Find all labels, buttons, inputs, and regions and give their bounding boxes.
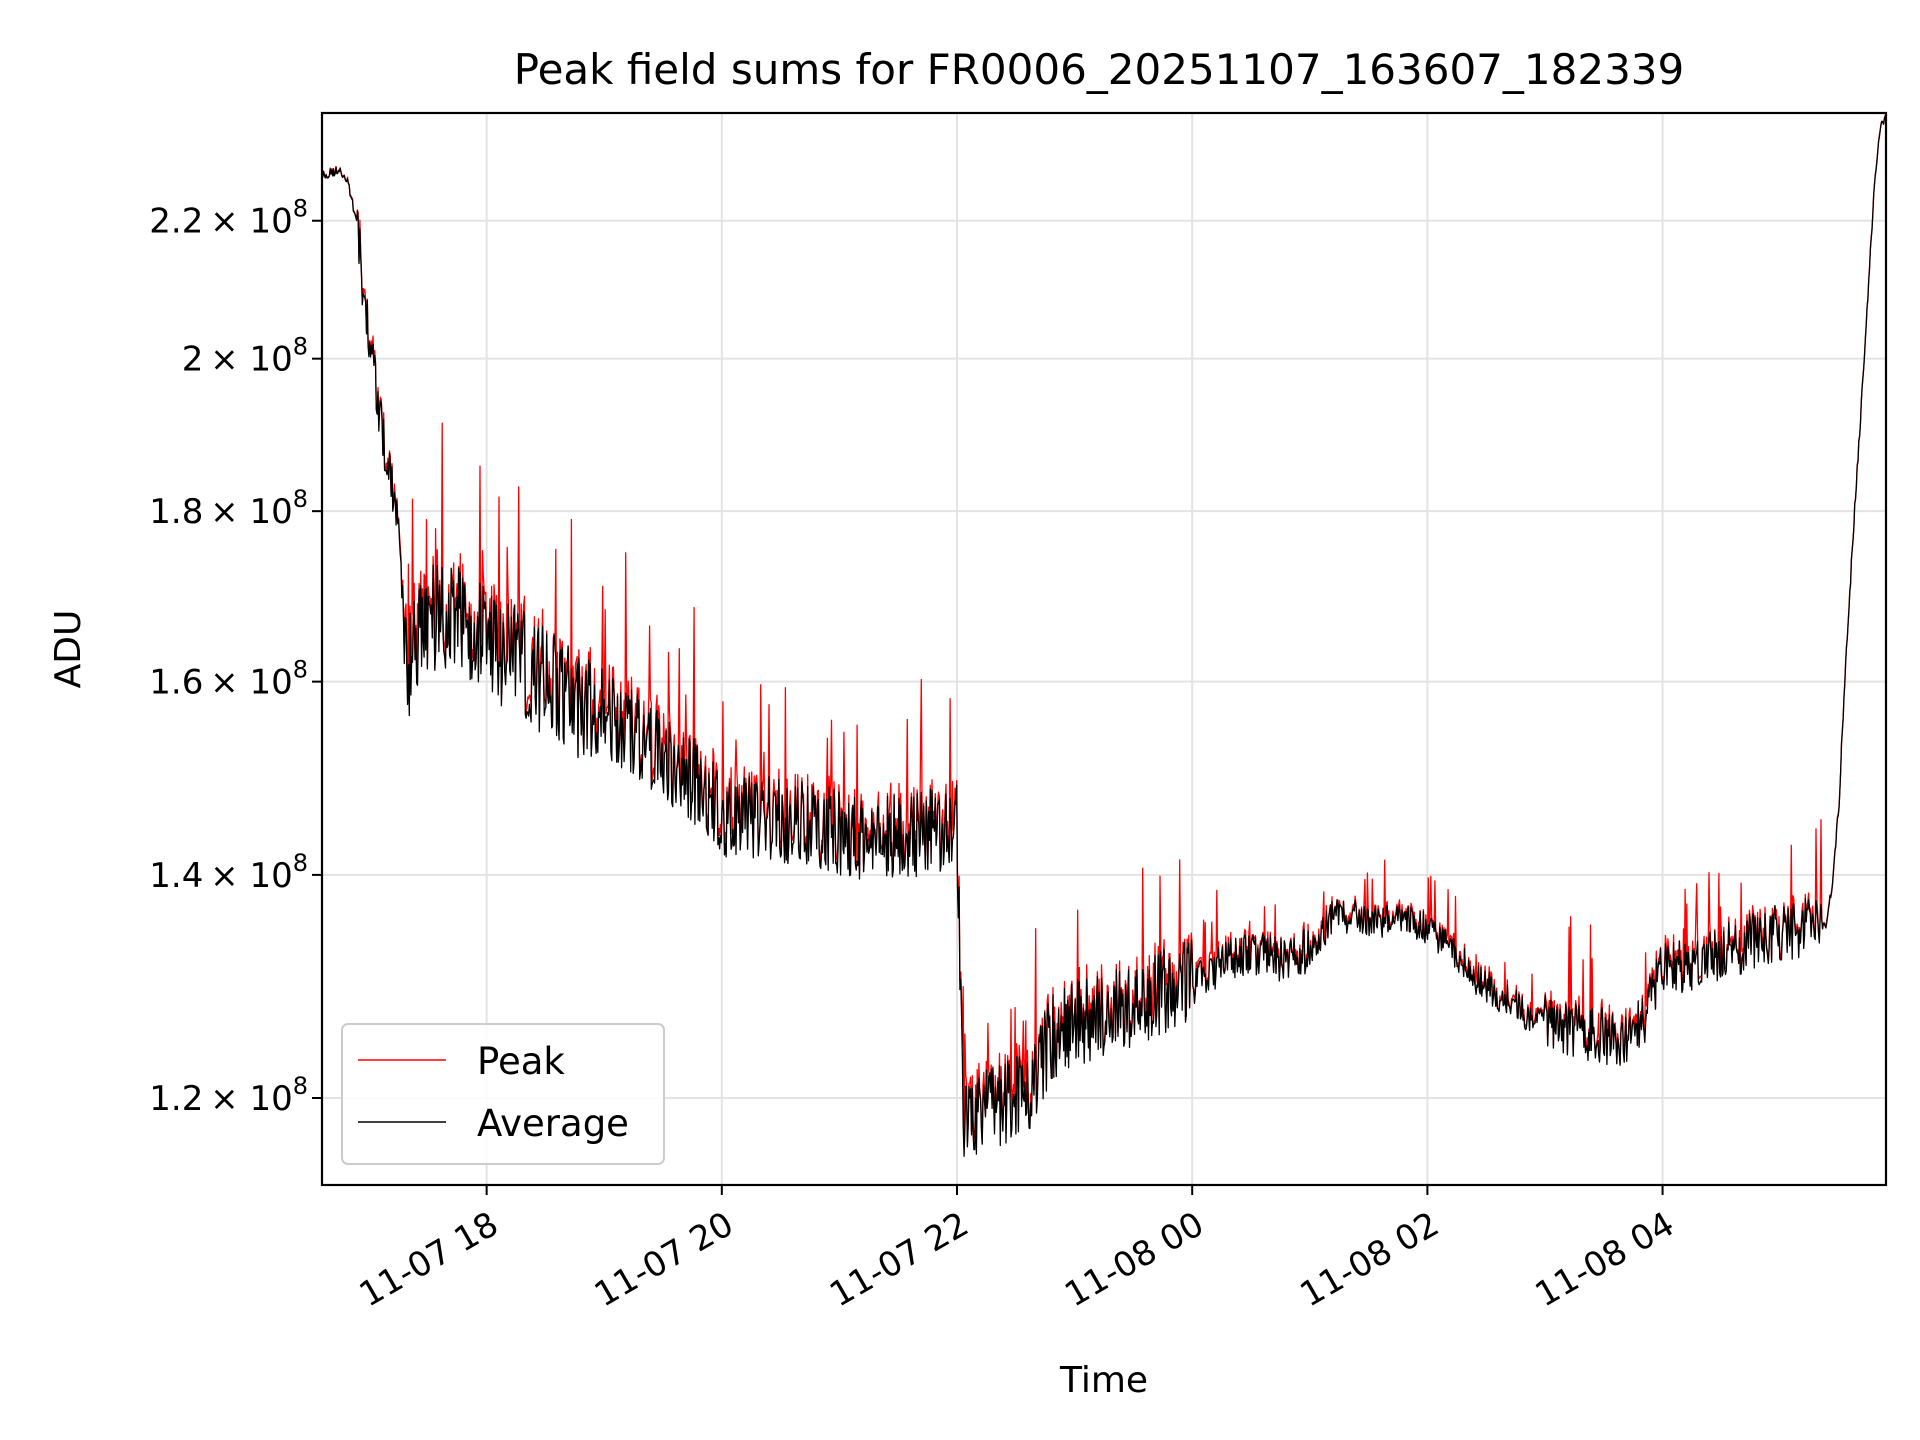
- x-tick-label: 11-08 00: [1058, 1204, 1210, 1315]
- x-tick-label: 11-08 02: [1293, 1204, 1445, 1315]
- legend: Peak Average: [341, 1023, 665, 1165]
- chart-title: Peak field sums for FR0006_20251107_1636…: [514, 45, 1684, 94]
- y-tick-label: 2.2 × 108: [149, 195, 308, 242]
- y-tick-label: 2 × 108: [182, 333, 308, 380]
- series-line-average: [321, 114, 1887, 1157]
- x-tick-label: 11-07 22: [823, 1204, 975, 1315]
- y-tick-label: 1.6 × 108: [149, 656, 308, 703]
- plot-frame: [320, 111, 1888, 1187]
- legend-label-average: Average: [477, 1102, 629, 1145]
- legend-label-peak: Peak: [477, 1040, 565, 1083]
- x-axis-label: Time: [1059, 1360, 1148, 1401]
- x-tick-label: 11-07 20: [588, 1204, 740, 1315]
- series-lines: [321, 114, 1887, 1157]
- x-tick-label: 11-07 18: [353, 1204, 505, 1315]
- y-tick-label: 1.2 × 108: [149, 1072, 308, 1119]
- y-axis-label: ADU: [48, 610, 89, 689]
- legend-box: [341, 1023, 665, 1165]
- x-axis-ticks: 11-07 18 11-07 20 11-07 22 11-08 00 11-08 02…: [353, 1185, 1681, 1315]
- y-axis-ticks: 1.2 × 108 1.4 × 108 1.6 × 108 1.8 × 108 2 × …: [149, 195, 322, 1119]
- x-tick-label: 11-08 04: [1529, 1204, 1681, 1315]
- y-tick-label: 1.8 × 108: [149, 485, 308, 532]
- y-tick-label: 1.4 × 108: [149, 849, 308, 896]
